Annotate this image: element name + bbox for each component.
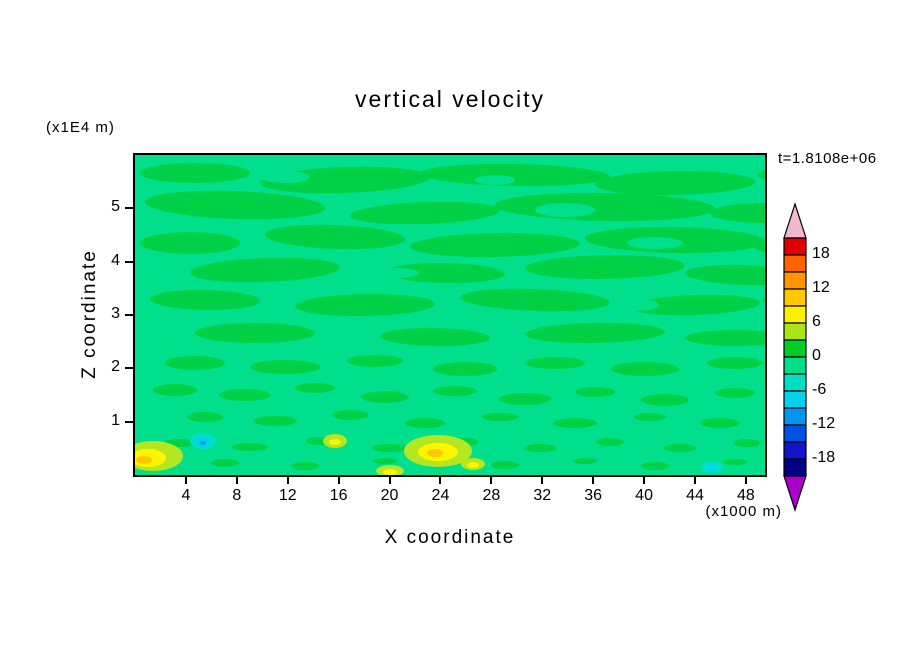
y-axis-units: (x1E4 m) xyxy=(46,119,115,136)
x-axis-units: (x1000 m) xyxy=(705,503,782,520)
x-tick-label: 40 xyxy=(635,487,653,504)
x-tick xyxy=(439,477,442,484)
colorbar-segment xyxy=(783,458,807,477)
y-tick xyxy=(125,314,133,316)
colorbar-label: -6 xyxy=(812,381,827,398)
y-tick xyxy=(125,367,133,370)
colorbar-segment xyxy=(783,441,807,460)
x-tick xyxy=(744,477,747,484)
x-tick xyxy=(592,477,595,484)
colorbar-label: 18 xyxy=(812,245,830,262)
x-tick xyxy=(490,477,493,484)
colorbar-top-arrow xyxy=(783,202,807,239)
y-tick xyxy=(125,207,133,210)
colorbar-segment xyxy=(783,339,807,358)
y-tick-label: 3 xyxy=(111,305,120,322)
colorbar-segment xyxy=(783,373,807,392)
colorbar-label: 0 xyxy=(812,347,821,364)
x-axis-label: X coordinate xyxy=(384,527,516,548)
colorbar-segment xyxy=(783,407,807,426)
colorbar-segment xyxy=(783,305,807,324)
x-tick-label: 48 xyxy=(737,487,755,504)
colorbar-segment xyxy=(783,322,807,341)
x-tick xyxy=(643,477,646,484)
x-tick-label: 36 xyxy=(584,487,603,504)
x-tick xyxy=(286,477,289,484)
x-tick xyxy=(337,477,340,484)
x-tick-label: 8 xyxy=(232,487,242,504)
y-tick-label: 2 xyxy=(111,358,120,376)
y-axis-label: Z coordinate xyxy=(79,249,100,379)
x-tick xyxy=(541,477,544,484)
colorbar-segment xyxy=(783,237,807,256)
colorbar-label: -12 xyxy=(812,415,836,432)
x-tick xyxy=(235,477,238,484)
plot-frame xyxy=(133,153,767,477)
x-tick xyxy=(388,477,391,484)
y-tick xyxy=(125,260,133,263)
x-tick-label: 20 xyxy=(380,487,399,504)
colorbar-bottom-arrow xyxy=(783,475,807,512)
x-tick xyxy=(694,477,696,484)
colorbar-segment xyxy=(783,424,807,443)
time-annotation: t=1.8108e+06 xyxy=(778,150,877,167)
y-tick-label: 1 xyxy=(111,411,120,429)
colorbar-segment xyxy=(783,288,807,307)
colorbar-label: 6 xyxy=(812,313,821,330)
contour-field xyxy=(135,155,765,475)
x-tick-label: 12 xyxy=(278,487,297,504)
y-tick xyxy=(125,420,133,423)
colorbar-label: -18 xyxy=(812,449,836,466)
x-tick-label: 24 xyxy=(431,487,450,504)
x-tick-label: 28 xyxy=(482,487,501,504)
x-tick-label: 32 xyxy=(533,487,552,504)
colorbar-segment xyxy=(783,254,807,273)
chart-title: vertical velocity xyxy=(355,86,545,112)
colorbar-segment xyxy=(783,390,807,409)
colorbar-segment xyxy=(783,271,807,290)
colorbar-segment xyxy=(783,356,807,375)
colorbar-label: 12 xyxy=(812,279,830,296)
y-tick-label: 5 xyxy=(111,198,120,216)
x-tick-label: 44 xyxy=(686,487,704,504)
x-tick-label: 16 xyxy=(329,487,348,504)
colorbar xyxy=(783,202,807,512)
x-tick xyxy=(184,477,187,484)
x-tick-label: 4 xyxy=(181,487,191,504)
y-tick-label: 4 xyxy=(111,251,120,269)
